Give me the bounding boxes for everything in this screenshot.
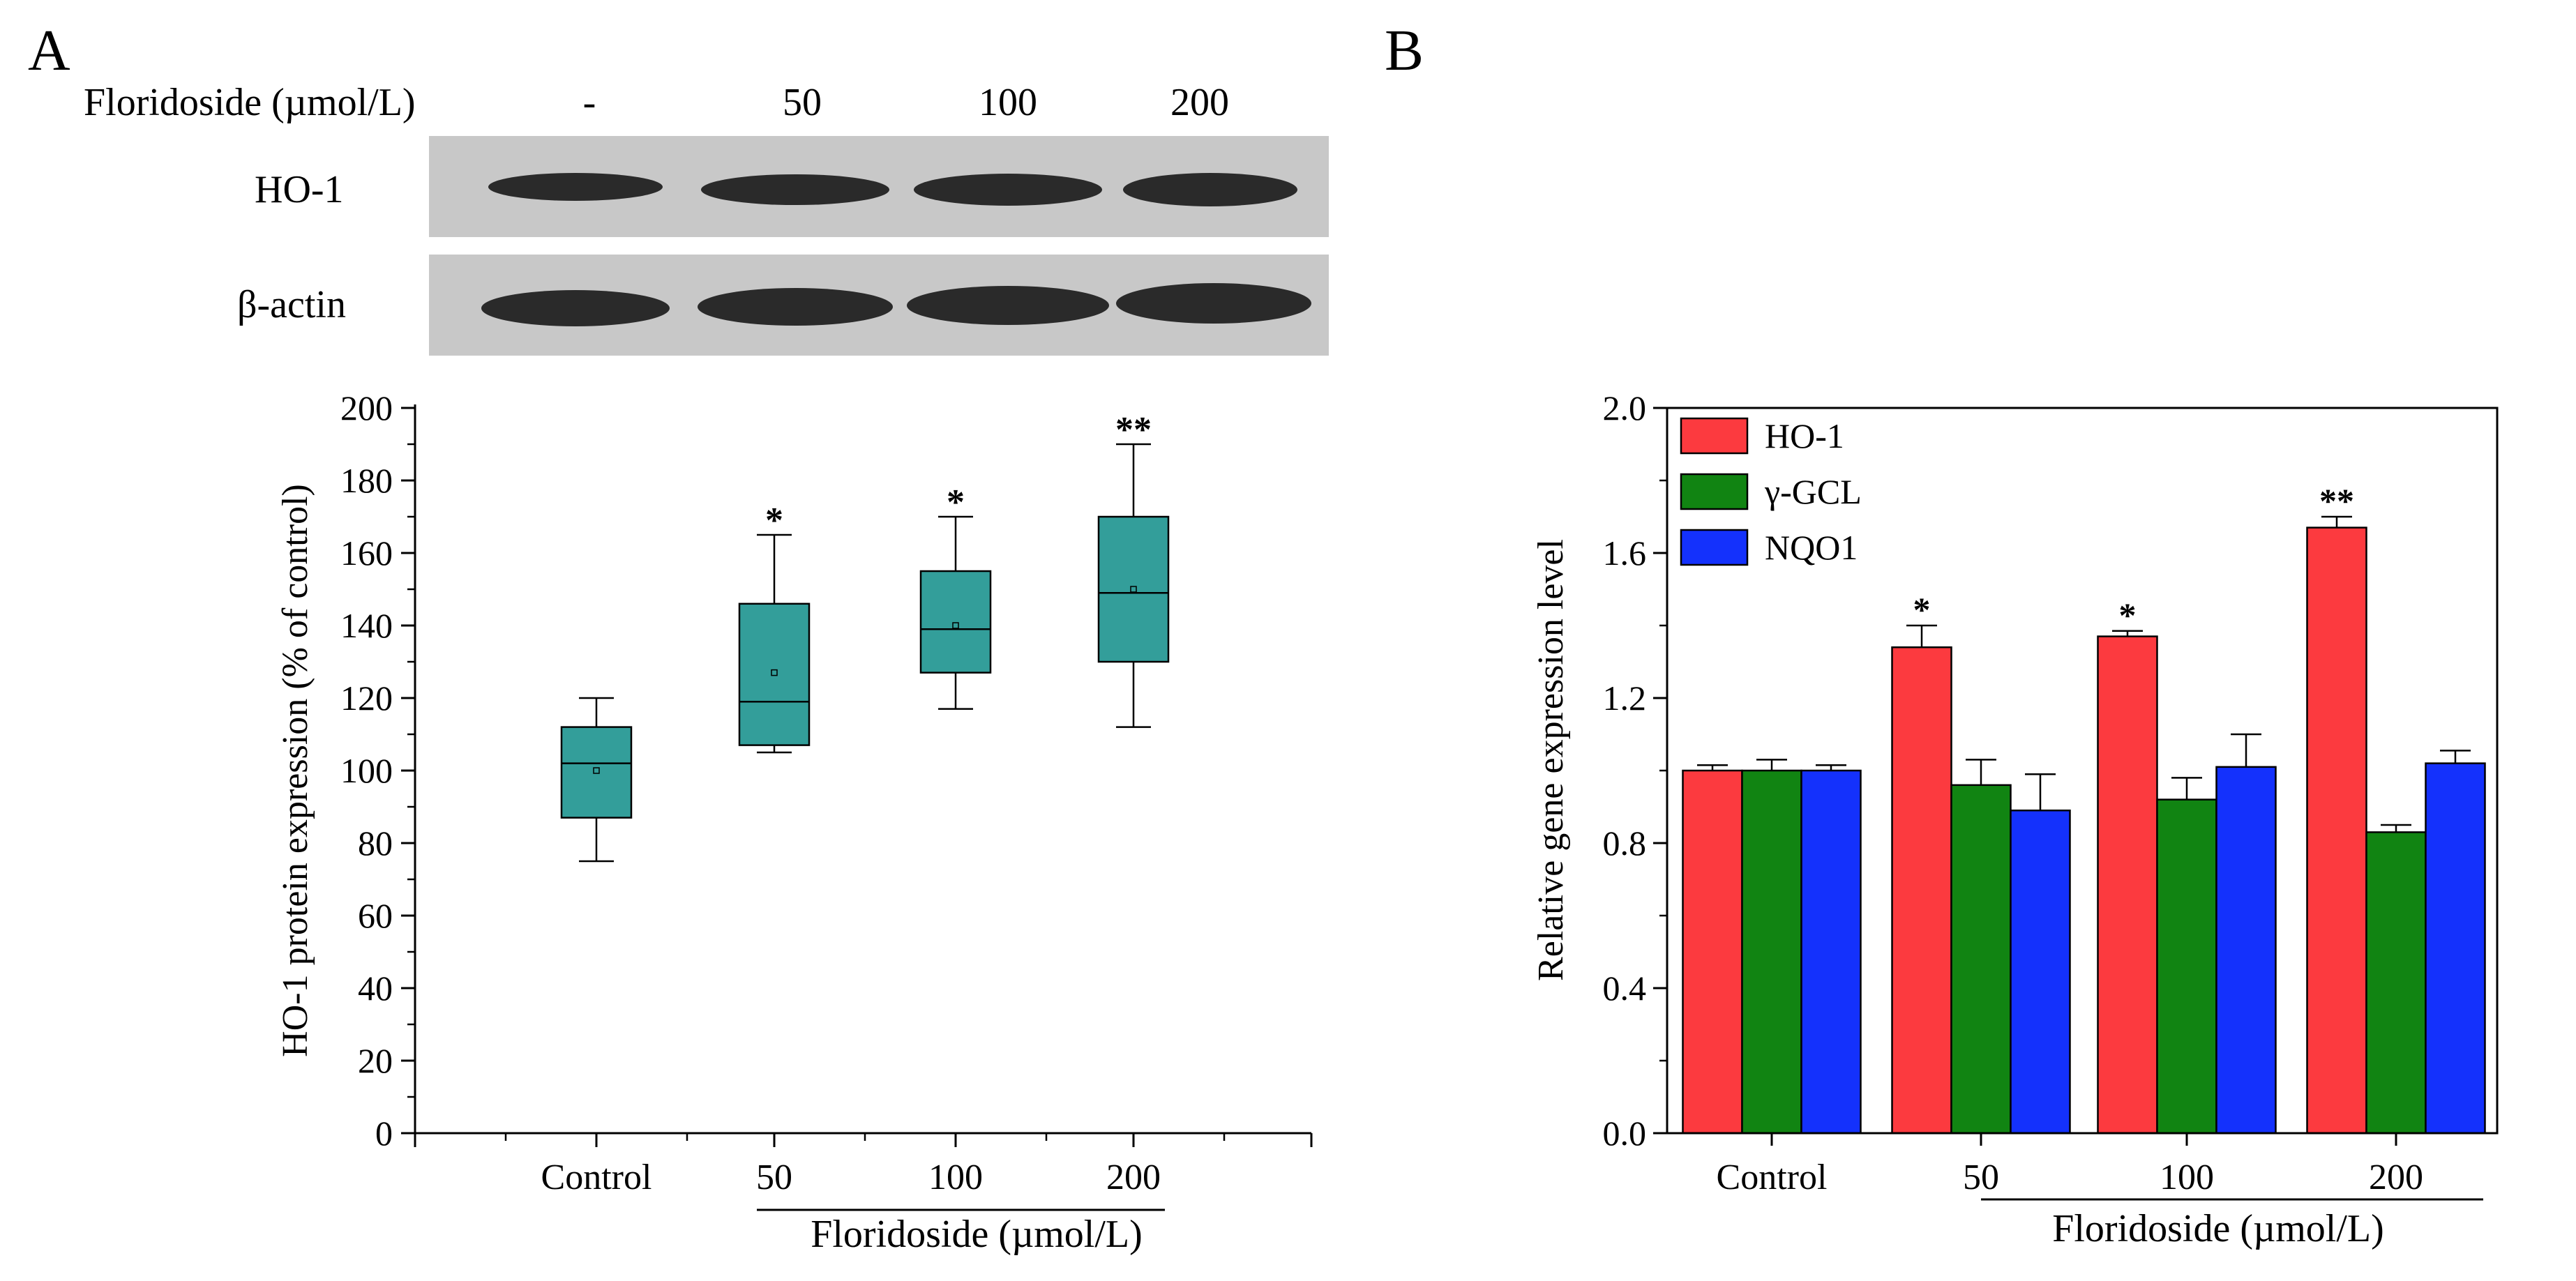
box-plot-chart: HO-1 protein expression (% of control) F…	[276, 388, 1313, 1256]
chart-a-ylabel: HO-1 protein expression (% of control)	[276, 484, 315, 1057]
blot-band-ho1	[1123, 173, 1297, 206]
chart-b-ylabel: Relative gene expression level	[1531, 539, 1571, 981]
legend-swatch	[1680, 417, 1749, 455]
legend-swatch	[1680, 529, 1749, 566]
box	[1097, 515, 1170, 663]
blot-dose-label: 50	[783, 81, 822, 124]
chart-a-xlabel: Floridoside (µmol/L)	[811, 1213, 1143, 1256]
y-tick-label: 0.0	[1603, 1114, 1647, 1153]
box-mean-marker	[771, 669, 778, 676]
y-tick-label: 2.0	[1603, 388, 1647, 427]
bar	[1800, 769, 1862, 1135]
legend-swatch	[1680, 473, 1749, 510]
bar	[2425, 762, 2486, 1135]
blot-treatment-label: Floridoside (µmol/L)	[84, 81, 416, 124]
y-tick-label: 140	[340, 606, 393, 645]
blot-dose-label: -	[583, 81, 596, 124]
box-mean-marker	[952, 622, 959, 629]
box	[738, 602, 811, 746]
y-tick-label: 200	[340, 388, 393, 427]
blot-dose-label: 100	[979, 81, 1037, 124]
blot-band-actin	[1116, 283, 1311, 324]
x-tick-label: 50	[756, 1158, 792, 1197]
y-tick-label: 40	[358, 969, 393, 1008]
box	[560, 726, 633, 819]
y-tick-label: 160	[340, 533, 393, 573]
bar	[2306, 526, 2367, 1135]
bar	[2097, 635, 2158, 1135]
y-tick-label: 20	[358, 1041, 393, 1080]
legend-label: NQO1	[1765, 528, 1858, 567]
blot-row-label-ho1: HO-1	[255, 168, 344, 211]
y-tick-label: 100	[340, 751, 393, 790]
bar	[1891, 646, 1952, 1135]
blot-band-actin	[907, 286, 1109, 325]
blot-band-ho1	[701, 174, 889, 205]
y-tick-label: 1.2	[1603, 679, 1647, 718]
western-blot: Floridoside (µmol/L) - 50 100 200 HO-1 β…	[84, 81, 1329, 356]
bar	[1741, 769, 1802, 1135]
x-tick-label: Control	[1717, 1158, 1828, 1197]
significance-label: *	[2119, 596, 2137, 635]
x-tick-label: 50	[1963, 1158, 1999, 1197]
significance-label: *	[765, 501, 783, 540]
panel-b-letter: B	[1385, 18, 1424, 83]
legend-label: γ-GCL	[1764, 472, 1862, 511]
significance-label: **	[2319, 481, 2354, 520]
chart-b-xlabel: Floridoside (µmol/L)	[2052, 1207, 2384, 1250]
x-tick-label: Control	[541, 1158, 652, 1197]
bar	[2215, 766, 2277, 1135]
bar	[2365, 831, 2427, 1135]
blot-band-ho1	[914, 174, 1102, 206]
y-tick-label: 1.6	[1603, 533, 1647, 573]
x-tick-label: 100	[928, 1158, 983, 1197]
significance-label: *	[1913, 590, 1931, 629]
bar	[1682, 769, 1743, 1135]
blot-dose-label: 200	[1170, 81, 1229, 124]
x-tick-label: 100	[2160, 1158, 2214, 1197]
y-tick-label: 120	[340, 679, 393, 718]
x-tick-label: 200	[2369, 1158, 2423, 1197]
box-mean-marker	[593, 767, 600, 774]
bar	[2010, 809, 2071, 1135]
blot-band-actin	[698, 288, 893, 326]
panel-a-letter: A	[28, 18, 70, 83]
blot-row-label-actin: β-actin	[237, 283, 346, 326]
box-mean-marker	[1130, 586, 1137, 593]
grouped-bar-chart: Relative gene expression level Floridosi…	[1531, 388, 2499, 1250]
box	[919, 570, 992, 674]
significance-label: *	[947, 483, 965, 522]
bar	[1950, 784, 2012, 1135]
bar	[2156, 798, 2217, 1135]
y-tick-label: 80	[358, 824, 393, 863]
blot-band-ho1	[488, 173, 663, 201]
blot-band-actin	[481, 290, 670, 326]
significance-label: **	[1115, 410, 1152, 450]
y-tick-label: 60	[358, 896, 393, 935]
legend-label: HO-1	[1765, 416, 1844, 455]
y-tick-label: 0	[375, 1114, 393, 1153]
y-tick-label: 0.8	[1603, 824, 1647, 863]
x-tick-label: 200	[1106, 1158, 1161, 1197]
y-tick-label: 180	[340, 461, 393, 500]
y-tick-label: 0.4	[1603, 969, 1647, 1008]
